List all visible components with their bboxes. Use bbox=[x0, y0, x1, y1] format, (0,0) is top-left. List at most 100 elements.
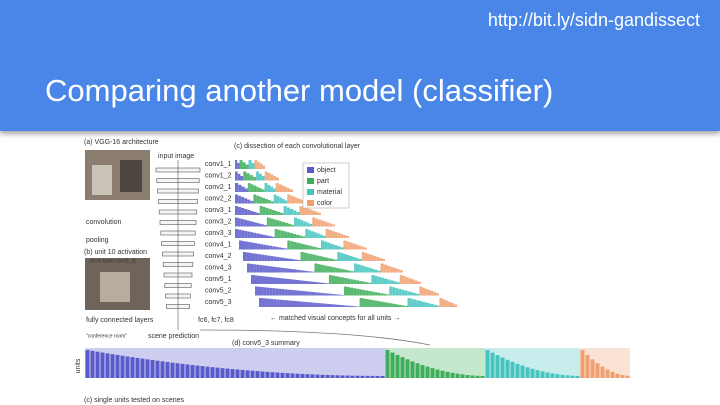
summary-bar bbox=[515, 363, 520, 378]
layer-bar bbox=[258, 188, 262, 192]
layer-bar bbox=[343, 254, 347, 261]
summary-bar bbox=[300, 373, 305, 378]
layer-bar bbox=[274, 229, 278, 238]
layer-bar bbox=[294, 259, 298, 261]
summary-bar bbox=[500, 357, 505, 378]
layer-bar bbox=[292, 269, 297, 273]
layer-bar bbox=[259, 206, 263, 215]
layer-bar bbox=[323, 221, 327, 227]
layer-bar bbox=[368, 282, 372, 284]
layer-bar bbox=[289, 268, 293, 273]
layer-bar bbox=[270, 186, 273, 192]
url[interactable]: http://bit.ly/sidn-gandissect bbox=[487, 10, 700, 30]
label: pooling bbox=[86, 237, 109, 244]
layer-bar bbox=[340, 234, 344, 238]
layer-bar bbox=[349, 256, 353, 261]
layer-bar bbox=[244, 188, 248, 192]
summary-bar bbox=[625, 375, 630, 378]
layer-bar bbox=[328, 275, 332, 284]
legend-label: part bbox=[317, 178, 329, 185]
layer-bar bbox=[314, 263, 318, 273]
layer-bar bbox=[416, 293, 420, 296]
layer-bar bbox=[308, 291, 312, 296]
layer-bar bbox=[330, 243, 334, 250]
layer-bar bbox=[283, 231, 287, 238]
layer-bar bbox=[260, 244, 264, 250]
layer-bar bbox=[280, 213, 284, 215]
layer-bar bbox=[239, 160, 243, 169]
layer-bar bbox=[353, 288, 357, 296]
layer-bar bbox=[308, 245, 312, 250]
layer-bar bbox=[392, 287, 396, 296]
layer-bar bbox=[297, 260, 301, 261]
layer-bar bbox=[389, 303, 393, 307]
layer-bar bbox=[313, 232, 317, 238]
summary-bar bbox=[480, 375, 485, 378]
layer-bar bbox=[259, 163, 263, 169]
layer-bar bbox=[451, 303, 455, 307]
layer-bar bbox=[289, 279, 293, 284]
layer-bar bbox=[267, 200, 271, 204]
layer-bar bbox=[380, 293, 384, 296]
layer-bar bbox=[310, 281, 314, 284]
summary-bar bbox=[150, 360, 155, 378]
layer-bar bbox=[271, 277, 275, 284]
layer-bar bbox=[326, 266, 330, 273]
summary-bar bbox=[485, 350, 490, 378]
layer-bar bbox=[347, 278, 351, 284]
summary-bar bbox=[435, 369, 440, 378]
layer-label: conv1_2 bbox=[205, 172, 232, 179]
layer-bar bbox=[253, 185, 257, 192]
layer-bar bbox=[247, 263, 251, 273]
layer-bar bbox=[248, 160, 252, 169]
layer-bar bbox=[442, 299, 446, 307]
summary-bar bbox=[445, 371, 450, 378]
summary-bar bbox=[260, 371, 265, 378]
layer-bar bbox=[377, 270, 381, 273]
layer-bar bbox=[414, 280, 418, 284]
summary-bg bbox=[85, 348, 385, 378]
layer-bar bbox=[395, 304, 399, 307]
layer-bar bbox=[254, 160, 258, 169]
summary-bar bbox=[455, 373, 460, 378]
layer-bar bbox=[368, 291, 372, 296]
layer-bar bbox=[270, 256, 274, 261]
layer-bar bbox=[244, 209, 248, 215]
layer-bar bbox=[346, 236, 349, 238]
layer-bar bbox=[241, 197, 245, 204]
layer-bar bbox=[256, 264, 260, 273]
summary-bar bbox=[510, 361, 515, 378]
layer-bar bbox=[308, 271, 312, 273]
layer-bar bbox=[241, 208, 245, 215]
layer-bar bbox=[245, 241, 249, 250]
layer-bar bbox=[266, 287, 270, 296]
layer-bar bbox=[347, 305, 351, 307]
layer-bar bbox=[410, 292, 414, 296]
layer-bar bbox=[292, 196, 296, 204]
summary-bar bbox=[375, 375, 380, 378]
layer-bar bbox=[353, 279, 357, 284]
summary-bar bbox=[295, 373, 300, 378]
summary-bar bbox=[240, 369, 245, 378]
layer-bar bbox=[267, 184, 271, 192]
summary-bar bbox=[325, 374, 330, 378]
layer-bar bbox=[291, 224, 295, 227]
layer-bar bbox=[325, 257, 329, 261]
layer-bar bbox=[247, 199, 251, 204]
layer-bar bbox=[351, 271, 355, 273]
layer-bar bbox=[273, 299, 277, 307]
summary-bar bbox=[215, 367, 220, 378]
summary-bar bbox=[190, 365, 195, 378]
layer-bar bbox=[273, 256, 277, 261]
layer-bar bbox=[317, 292, 321, 296]
layer-bar bbox=[316, 233, 320, 238]
layer-bar bbox=[334, 232, 338, 238]
layer-bar bbox=[362, 298, 366, 307]
label: fc6, fc7, fc8 bbox=[198, 317, 234, 324]
layer-label: conv4_3 bbox=[205, 264, 232, 271]
summary-bar bbox=[560, 374, 565, 378]
layer-bar bbox=[374, 292, 378, 296]
layer-bar bbox=[341, 294, 344, 296]
layer-bar bbox=[273, 176, 277, 181]
layer-bar bbox=[271, 210, 275, 215]
